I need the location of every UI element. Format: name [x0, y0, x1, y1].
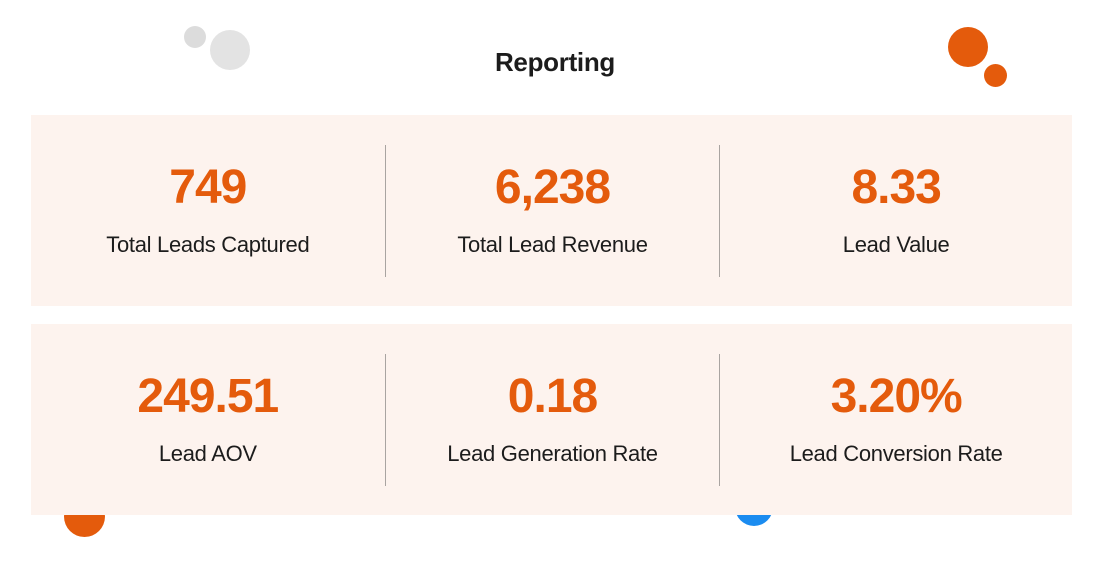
metric-value: 3.20% — [830, 369, 963, 423]
decorative-orange-dot-large — [948, 27, 988, 67]
metric-value: 249.51 — [137, 369, 279, 423]
metric-lead-aov: 249.51 Lead AOV — [31, 354, 385, 486]
page-title: Reporting — [494, 47, 616, 77]
metrics-panel-row-1: 749 Total Leads Captured 6,238 Total Lea… — [31, 115, 1072, 306]
decorative-orange-dot-small — [984, 64, 1007, 87]
metric-total-lead-revenue: 6,238 Total Lead Revenue — [384, 144, 720, 277]
metric-lead-conversion-rate: 3.20% Lead Conversion Rate — [719, 353, 1072, 486]
metric-label: Total Lead Revenue — [457, 231, 648, 257]
metric-value: 0.18 — [507, 369, 598, 423]
decorative-gray-dot-large — [210, 30, 250, 70]
metric-label: Lead Value — [842, 231, 950, 257]
metric-label: Lead AOV — [158, 440, 257, 466]
metric-lead-value: 8.33 Lead Value — [719, 144, 1072, 277]
metric-label: Total Leads Captured — [106, 231, 310, 257]
metric-total-leads-captured: 749 Total Leads Captured — [31, 145, 385, 277]
metric-label: Lead Conversion Rate — [789, 440, 1003, 466]
metric-value: 8.33 — [851, 160, 941, 214]
metric-lead-generation-rate: 0.18 Lead Generation Rate — [384, 353, 720, 486]
metric-label: Lead Generation Rate — [447, 440, 658, 466]
metric-value: 749 — [169, 160, 247, 214]
metrics-panel-row-2: 249.51 Lead AOV 0.18 Lead Generation Rat… — [31, 324, 1072, 515]
metric-value: 6,238 — [494, 160, 611, 214]
decorative-gray-dot-small — [184, 26, 206, 48]
